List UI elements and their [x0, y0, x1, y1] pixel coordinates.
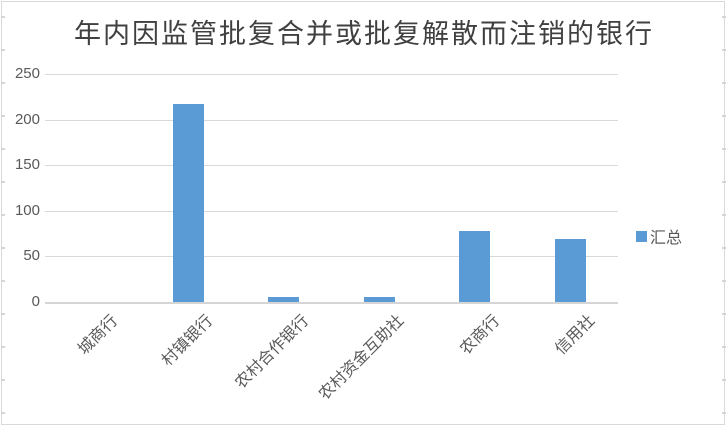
y-tick-label: 200	[14, 111, 40, 128]
x-tick-label: 农村资金互助社	[316, 312, 408, 404]
legend-swatch	[636, 230, 647, 242]
y-axis-labels: 0 50 100 150 200 250	[8, 0, 40, 432]
y-tick-label: 100	[14, 202, 40, 219]
x-tick-label: 农商行	[457, 312, 504, 359]
x-tick-label: 信用社	[552, 312, 599, 359]
legend: 汇总	[636, 224, 682, 248]
y-tick-label: 50	[23, 247, 40, 264]
bar-信用社	[555, 239, 586, 302]
bar-农商行	[459, 231, 490, 302]
gridline-250	[45, 74, 618, 75]
bar-农村合作银行	[268, 297, 299, 302]
bar-农村资金互助社	[364, 297, 395, 302]
chart-title: 年内因监管批复合并或批复解散而注销的银行	[74, 19, 654, 49]
plot-area	[45, 74, 618, 304]
gridline-0	[45, 302, 618, 304]
x-tick-label: 村镇银行	[158, 312, 217, 370]
gridline-200	[45, 120, 618, 121]
x-tick-label: 城商行	[75, 312, 122, 359]
y-tick-label: 250	[14, 65, 40, 82]
gridline-150	[45, 165, 618, 166]
x-tick-label: 农村合作银行	[232, 312, 313, 393]
y-tick-label: 0	[31, 293, 40, 310]
gridline-50	[45, 256, 618, 257]
y-tick-label: 150	[14, 156, 40, 173]
gridline-100	[45, 211, 618, 212]
sheet-row-ticks-left	[1, 16, 5, 425]
legend-label: 汇总	[650, 230, 683, 247]
sheet-row-ticks-right	[722, 16, 726, 425]
bar-村镇银行	[173, 104, 204, 302]
